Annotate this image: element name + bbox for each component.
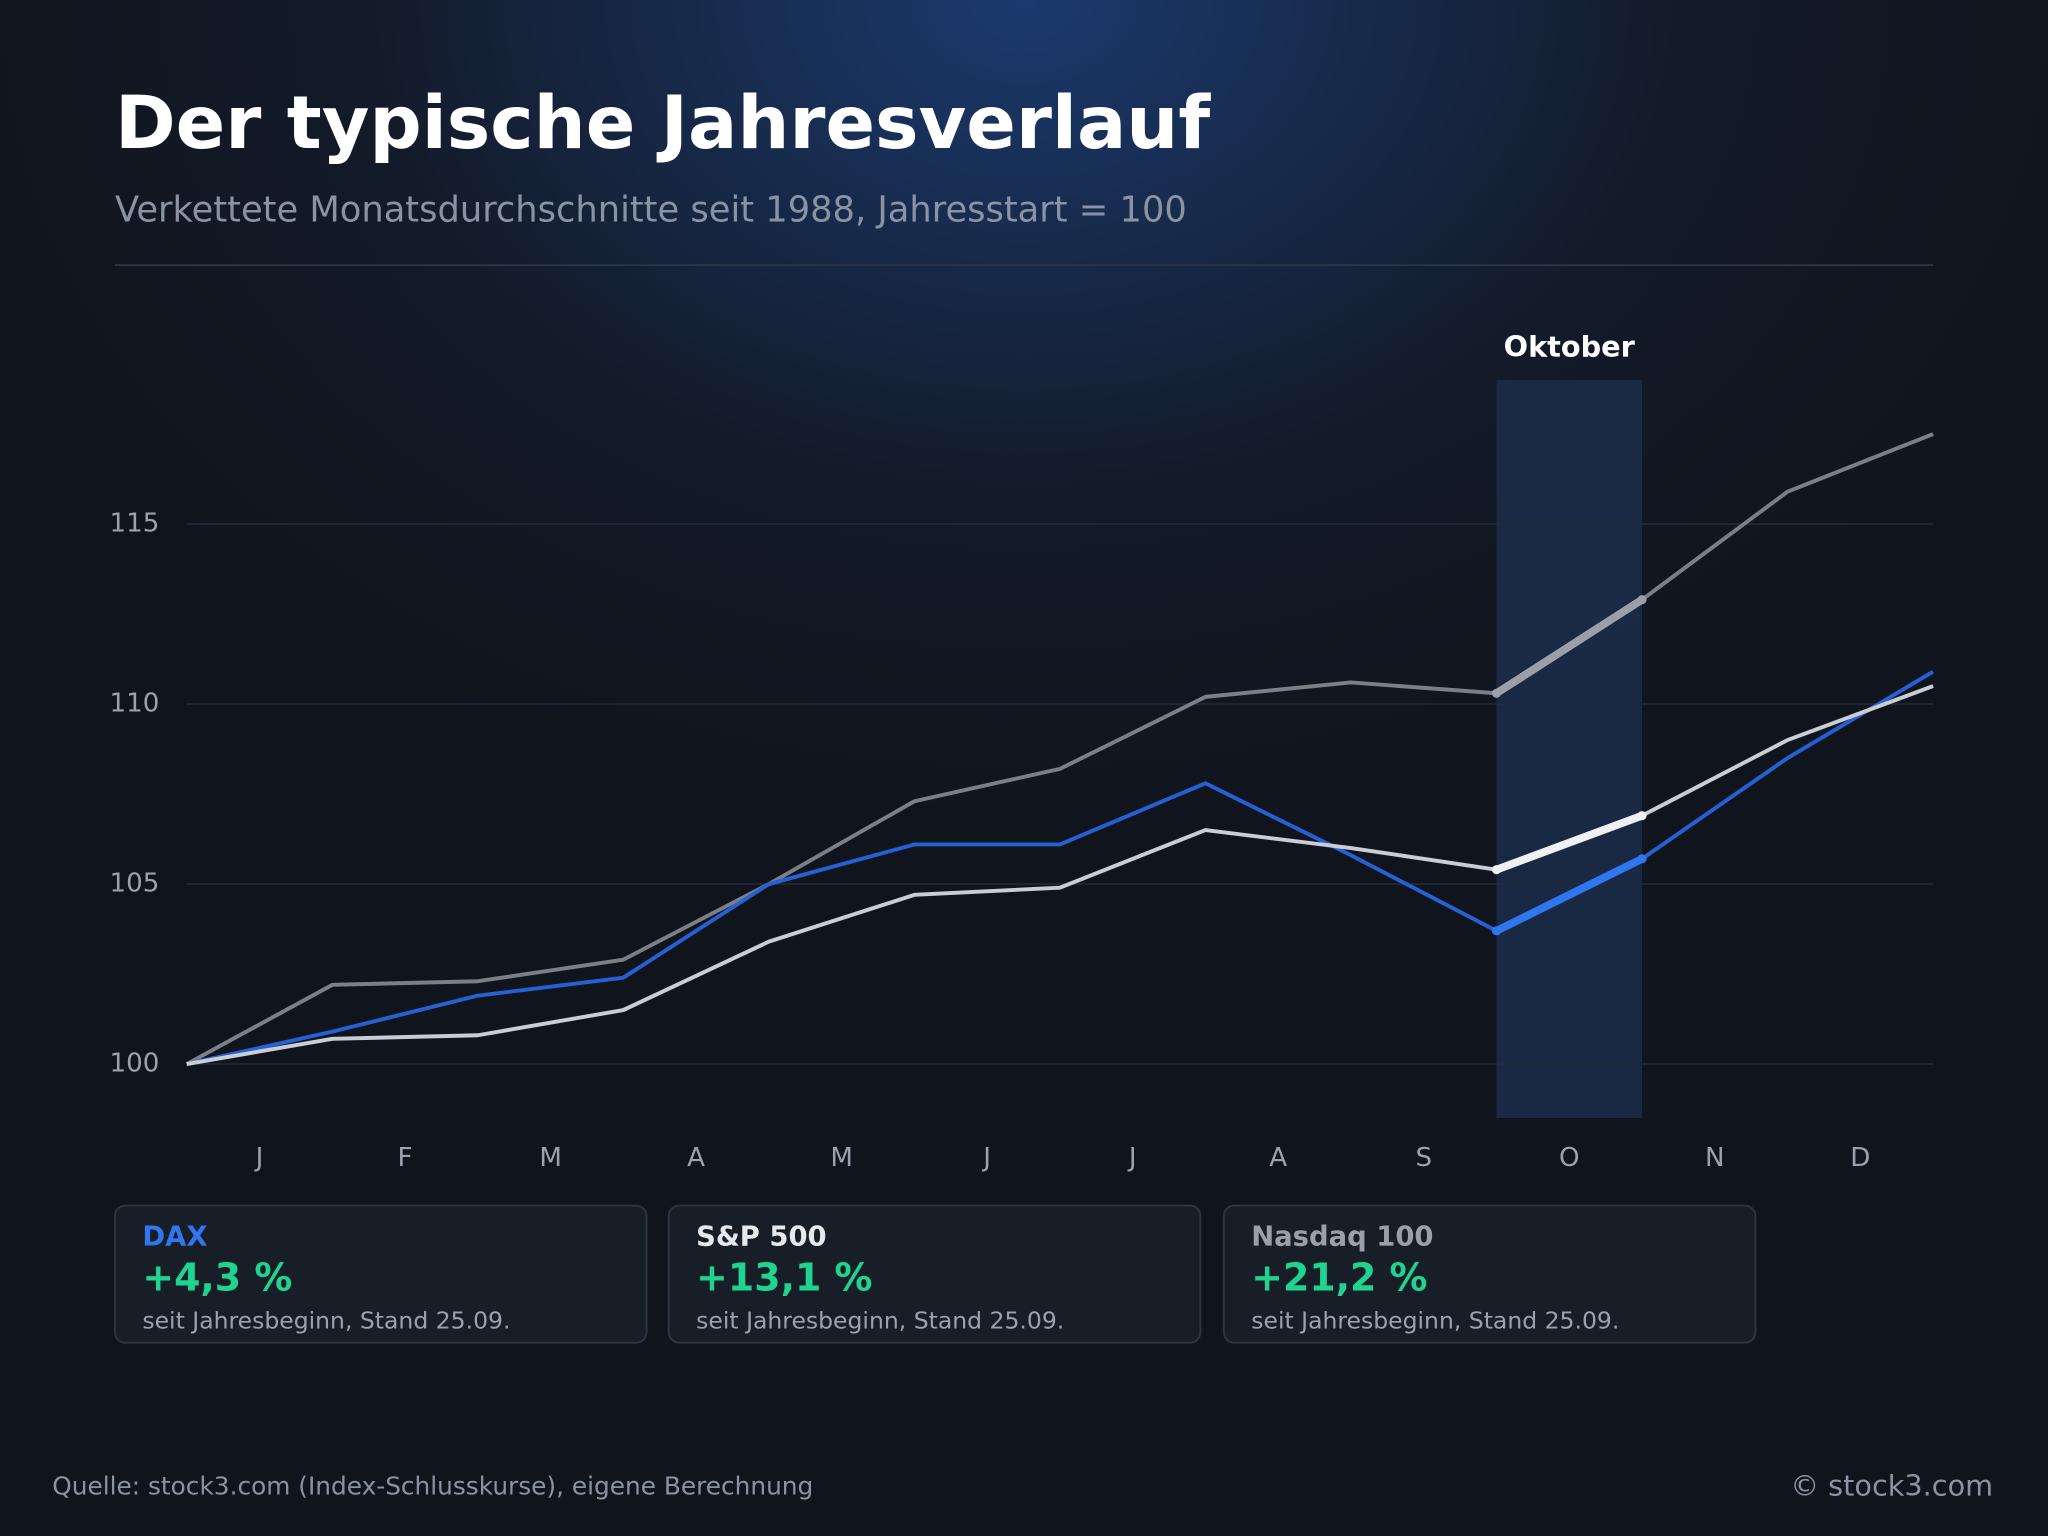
y-tick-label: 115 <box>110 509 160 539</box>
card-name: S&P 500 <box>696 1222 826 1253</box>
x-tick-label: O <box>1559 1143 1580 1173</box>
x-tick-label: A <box>1269 1143 1287 1173</box>
x-tick-label: F <box>398 1143 413 1173</box>
highlight-point <box>1637 811 1647 821</box>
y-tick-label: 105 <box>110 869 160 899</box>
x-tick-label: M <box>539 1143 562 1173</box>
copyright: © stock3.com <box>1790 1469 1993 1503</box>
x-tick-label: J <box>1127 1143 1137 1173</box>
chart-title: Der typische Jahresverlauf <box>115 81 1211 166</box>
x-tick-label: D <box>1850 1143 1870 1173</box>
x-tick-label: S <box>1415 1143 1432 1173</box>
highlight-point <box>1491 926 1502 936</box>
card-value: +13,1 % <box>696 1256 872 1300</box>
x-tick-label: N <box>1705 1143 1725 1173</box>
card-value: +4,3 % <box>142 1256 292 1300</box>
x-tick-label: A <box>687 1143 705 1173</box>
card-note: seit Jahresbeginn, Stand 25.09. <box>696 1306 1064 1334</box>
summary-card <box>1222 1204 1757 1344</box>
highlight-segment <box>1492 595 1646 698</box>
highlight-point <box>1491 865 1502 875</box>
card-name: Nasdaq 100 <box>1251 1222 1433 1253</box>
x-tick-label: M <box>830 1143 853 1173</box>
y-tick-label: 110 <box>110 689 160 719</box>
y-tick-label: 100 <box>110 1049 160 1079</box>
highlight-segment <box>1492 811 1646 874</box>
highlight-point <box>1491 688 1502 698</box>
x-tick-label: J <box>254 1143 264 1173</box>
highlight-segment <box>1492 854 1646 935</box>
source: Quelle: stock3.com (Index-Schlusskurse),… <box>52 1472 813 1501</box>
highlight-point <box>1637 854 1647 864</box>
card-note: seit Jahresbeginn, Stand 25.09. <box>142 1306 510 1334</box>
highlight-label: Oktober <box>1504 330 1636 364</box>
highlight-band <box>1496 380 1643 1119</box>
summary-card <box>113 1204 648 1344</box>
summary-card <box>667 1204 1202 1344</box>
card-name: DAX <box>142 1222 207 1253</box>
card-note: seit Jahresbeginn, Stand 25.09. <box>1251 1306 1619 1334</box>
chart-subtitle: Verkettete Monatsdurchschnitte seit 1988… <box>115 190 1187 231</box>
highlight-point <box>1637 595 1647 605</box>
x-tick-label: J <box>981 1143 991 1173</box>
card-value: +21,2 % <box>1251 1256 1427 1300</box>
